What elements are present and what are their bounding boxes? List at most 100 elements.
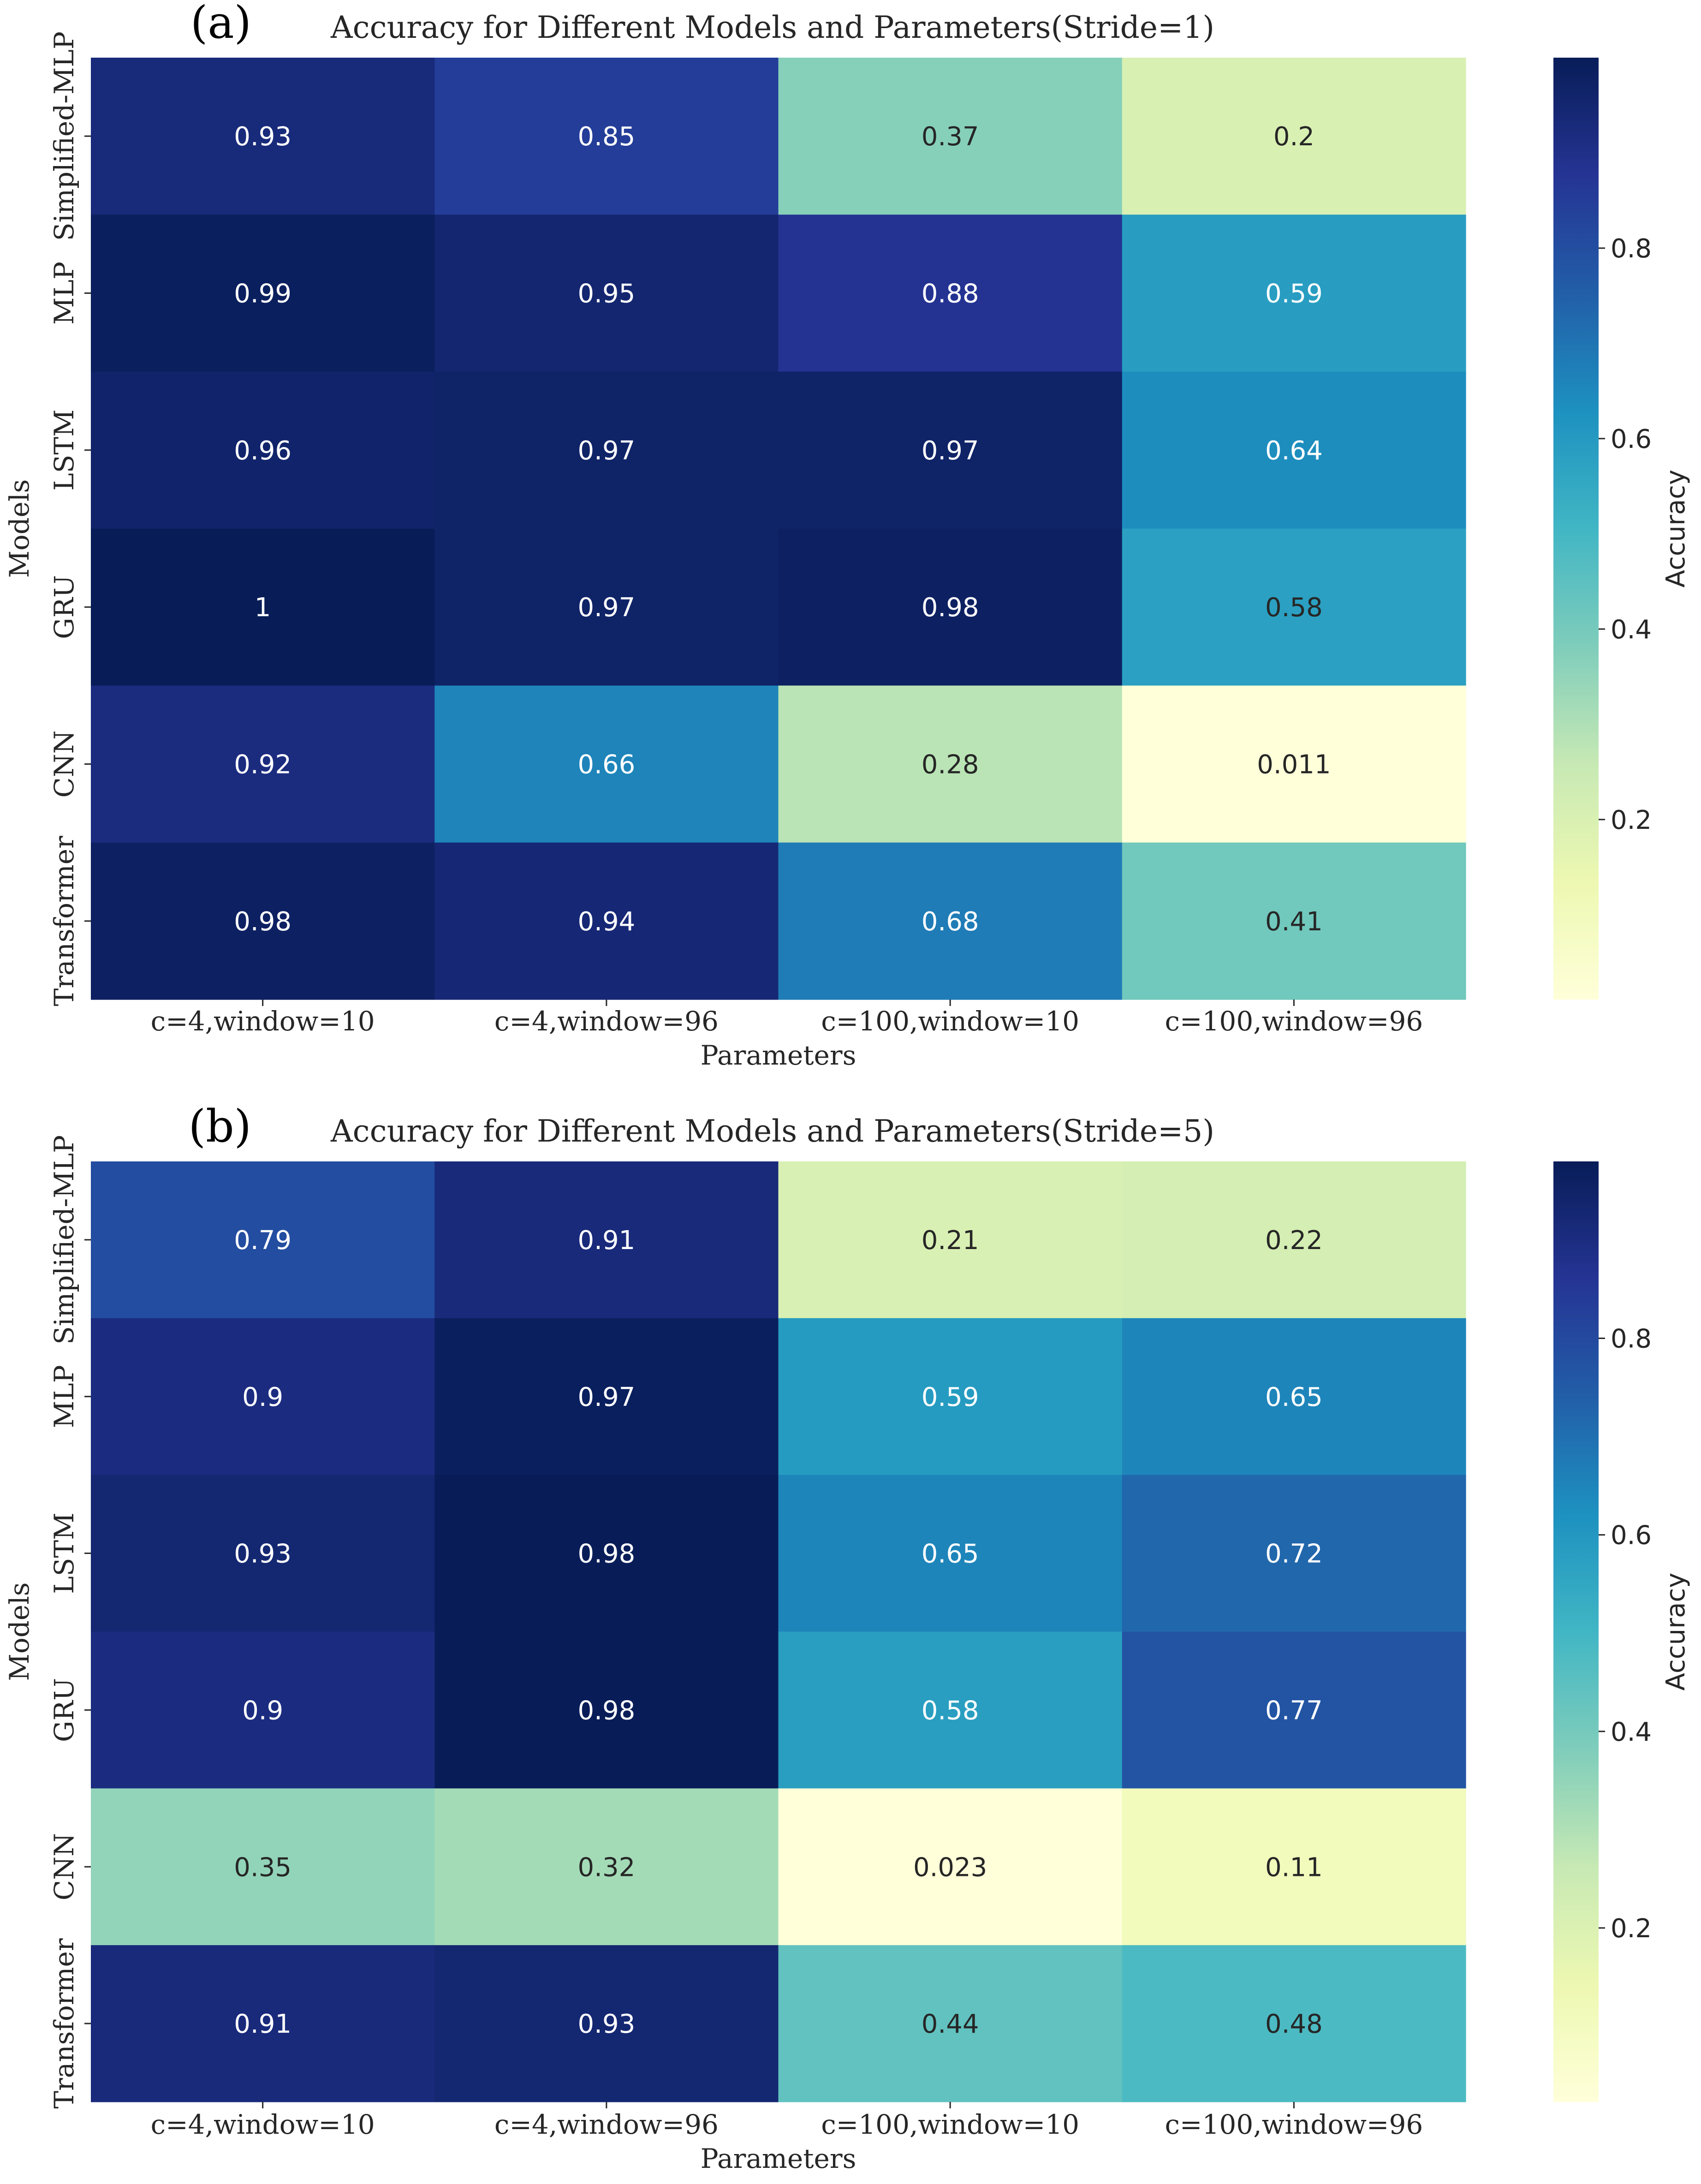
heatmap-cell: [91, 371, 435, 529]
cell-value-label: 0.77: [1265, 1696, 1323, 1726]
heatmap-cell: [434, 371, 779, 529]
x-tick-label: c=100,window=10: [821, 1006, 1079, 1037]
heatmap-cell: [1122, 1318, 1466, 1476]
heatmap-cell: [434, 529, 779, 686]
cell-value-label: 0.37: [922, 122, 979, 152]
heatmap-cell: [1122, 1475, 1466, 1632]
cell-value-label: 0.98: [578, 1696, 636, 1726]
x-tick-label: c=4,window=10: [151, 2109, 375, 2140]
cell-value-label: 0.64: [1265, 436, 1323, 466]
cell-value-label: 0.95: [578, 279, 636, 309]
cell-value-label: 0.9: [242, 1382, 283, 1412]
cell-value-label: 0.98: [234, 907, 291, 937]
heatmap-cell: [91, 685, 435, 843]
cell-value-label: 0.99: [234, 279, 291, 309]
heatmap-cell: [91, 1788, 435, 1946]
cell-value-label: 0.93: [234, 122, 291, 152]
cell-value-label: 0.32: [578, 1852, 636, 1882]
cell-value-label: 0.22: [1265, 1226, 1323, 1256]
heatmap-cell: [91, 1631, 435, 1789]
cell-value-label: 0.97: [578, 436, 636, 466]
cell-value-label: 0.72: [1265, 1539, 1323, 1569]
colorbar-gradient: [1553, 58, 1599, 1000]
y-tick-label: GRU: [48, 1678, 80, 1742]
x-tick-label: c=100,window=96: [1165, 1006, 1423, 1037]
heatmap-cell: [434, 1788, 779, 1946]
heatmap-cell: [91, 1161, 435, 1319]
cell-value-label: 0.2: [1273, 122, 1314, 152]
y-tick-label: Simplified-MLP: [48, 1135, 80, 1345]
heatmap-cell: [778, 1161, 1123, 1319]
heatmap-cell: [91, 214, 435, 372]
cell-value-label: 0.98: [578, 1539, 636, 1569]
x-tick-label: c=4,window=96: [494, 2109, 719, 2140]
colorbar-label: Accuracy: [1661, 470, 1691, 588]
cell-value-label: 1: [255, 593, 271, 623]
cell-value-label: 0.96: [234, 436, 291, 466]
heatmap-panel-b: (b) Accuracy for Different Models and Par…: [4, 1101, 1691, 2174]
cell-value-label: 0.11: [1265, 1852, 1323, 1882]
y-tick-label: Simplified-MLP: [48, 31, 80, 241]
colorbar-gradient: [1553, 1161, 1599, 2102]
cell-value-label: 0.93: [234, 1539, 291, 1569]
cell-value-label: 0.88: [922, 279, 979, 309]
heatmap-cell: [778, 1475, 1123, 1632]
cell-value-label: 0.91: [578, 1226, 636, 1256]
x-axis-label: Parameters: [701, 2143, 856, 2174]
cell-value-label: 0.59: [922, 1382, 979, 1412]
heatmap-cell: [1122, 685, 1466, 843]
cell-value-label: 0.65: [1265, 1382, 1323, 1412]
colorbar-tick-label: 0.4: [1611, 615, 1652, 645]
colorbar-tick-label: 0.6: [1611, 1521, 1652, 1551]
y-tick-label: Transformer: [48, 836, 80, 1006]
y-tick-label: CNN: [48, 1833, 80, 1900]
heatmap-cell: [778, 1318, 1123, 1476]
cell-value-label: 0.35: [234, 1852, 291, 1882]
heatmap-cell: [778, 1945, 1123, 2102]
cell-value-label: 0.48: [1265, 2009, 1323, 2039]
heatmap-cell: [434, 1161, 779, 1319]
cell-value-label: 0.94: [578, 907, 636, 937]
heatmap-cells: 0.93 0.85 0.37 0.2 0.99 0.95 0.88 0.59 0.96 0.97 0…: [91, 58, 1466, 1000]
x-axis-label: Parameters: [701, 1040, 856, 1071]
heatmap-cell: [434, 1945, 779, 2102]
heatmap-cell: [91, 1945, 435, 2102]
heatmap-cell: [778, 842, 1123, 1000]
cell-value-label: 0.85: [578, 122, 636, 152]
panel-label: (b): [189, 1101, 251, 1152]
colorbar-tick-label: 0.2: [1611, 805, 1652, 835]
heatmap-cell: [434, 58, 779, 215]
cell-value-label: 0.023: [913, 1852, 987, 1882]
heatmap-cell: [91, 842, 435, 1000]
colorbar: 0.2 0.4 0.6 0.8 Accuracy: [1553, 1161, 1691, 2102]
panel-label: (a): [190, 0, 251, 48]
heatmap-cell: [778, 1788, 1123, 1946]
heatmap-cell: [1122, 1788, 1466, 1946]
y-tick-label: LSTM: [48, 1512, 80, 1594]
heatmap-cell: [1122, 842, 1466, 1000]
colorbar-tick-label: 0.8: [1611, 234, 1652, 264]
heatmap-cell: [778, 58, 1123, 215]
heatmap-cell: [91, 58, 435, 215]
heatmap-cell: [434, 1475, 779, 1632]
heatmap-cell: [91, 1475, 435, 1632]
y-tick-label: LSTM: [48, 410, 80, 491]
cell-value-label: 0.93: [578, 2009, 636, 2039]
x-tick-label: c=4,window=10: [151, 1006, 375, 1037]
heatmap-cell: [91, 529, 435, 686]
heatmap-cell: [91, 1318, 435, 1476]
y-axis-label: Models: [4, 1582, 35, 1681]
cell-value-label: 0.65: [922, 1539, 979, 1569]
cell-value-label: 0.9: [242, 1696, 283, 1726]
chart-title: Accuracy for Different Models and Parame…: [330, 10, 1214, 45]
heatmap-cell: [1122, 1945, 1466, 2102]
colorbar-tick-label: 0.6: [1611, 424, 1652, 454]
cell-value-label: 0.97: [578, 1382, 636, 1412]
cell-value-label: 0.011: [1257, 750, 1331, 780]
colorbar-tick-label: 0.8: [1611, 1324, 1652, 1354]
cell-value-label: 0.91: [234, 2009, 291, 2039]
cell-value-label: 0.68: [922, 907, 979, 937]
heatmap-cell: [1122, 58, 1466, 215]
heatmap-cell: [434, 1631, 779, 1789]
cell-value-label: 0.28: [922, 750, 979, 780]
